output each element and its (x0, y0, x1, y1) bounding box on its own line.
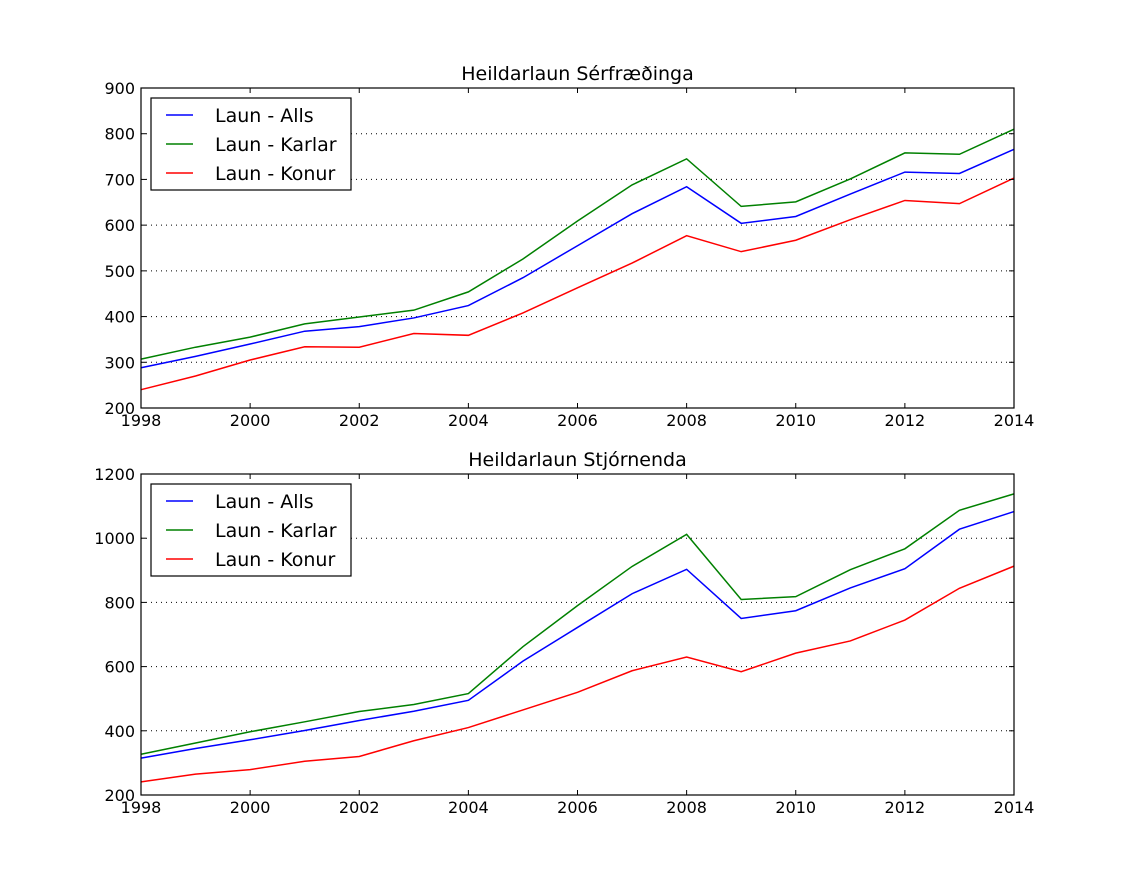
x-tick-label: 2008 (666, 411, 707, 430)
y-tick-label: 200 (104, 399, 135, 418)
x-tick-label: 2008 (666, 798, 707, 817)
legend-label: Laun - Karlar (215, 520, 337, 542)
chart-panel-1: 1998 2000 2002 2004 2006 2008 2010 2012 2014 200 3… (104, 63, 1034, 430)
series-line-2 (140, 493, 1015, 755)
y-tick-label: 800 (104, 593, 135, 612)
y-tick-label: 800 (104, 125, 135, 144)
y-tick-label: 900 (104, 79, 135, 98)
x-tick-label: 2012 (885, 411, 926, 430)
y-tick-label: 500 (104, 262, 135, 281)
y-tick-label: 600 (104, 216, 135, 235)
y-tick-label: 600 (104, 658, 135, 677)
chart-panel-2: 1998 2000 2002 2004 2006 2008 2010 2012 2014 200 4… (94, 449, 1034, 817)
x-tick-label: 2014 (994, 798, 1035, 817)
legend-label: Laun - Konur (215, 163, 335, 185)
series-line-1 (140, 148, 1015, 369)
y-tick-label: 700 (104, 170, 135, 189)
chart-title: Heildarlaun Stjórnenda (468, 449, 686, 471)
x-tick-label: 2010 (775, 798, 816, 817)
x-tick-label: 2014 (994, 411, 1035, 430)
legend-label: Laun - Karlar (215, 134, 337, 156)
legend-label: Laun - Alls (215, 105, 314, 127)
y-tick-label: 400 (104, 722, 135, 741)
chart-title: Heildarlaun Sérfræðinga (461, 63, 693, 85)
series-line-3 (140, 565, 1015, 783)
legend-label: Laun - Konur (215, 549, 335, 571)
x-tick-label: 2006 (557, 798, 598, 817)
x-tick-label: 2010 (775, 411, 816, 430)
y-tick-label: 1200 (94, 465, 135, 484)
legend: Laun - Alls Laun - Karlar Laun - Konur (150, 97, 352, 191)
y-tick-label: 300 (104, 353, 135, 372)
x-tick-label: 2012 (885, 798, 926, 817)
legend-label: Laun - Alls (215, 491, 314, 513)
x-tick-label: 1998 (121, 798, 162, 817)
x-tick-label: 2002 (339, 798, 380, 817)
x-tick-label: 2004 (448, 411, 489, 430)
x-tick-label: 2006 (557, 411, 598, 430)
x-tick-label: 2004 (448, 798, 489, 817)
x-tick-label: 2000 (230, 411, 271, 430)
series-line-3 (140, 177, 1015, 391)
y-tick-label: 200 (104, 786, 135, 805)
legend: Laun - Alls Laun - Karlar Laun - Konur (150, 483, 352, 577)
y-tick-label: 1000 (94, 529, 135, 548)
y-tick-label: 400 (104, 308, 135, 327)
series-line-1 (140, 510, 1015, 759)
series-line-2 (140, 128, 1015, 360)
x-tick-label: 2002 (339, 411, 380, 430)
x-tick-label: 2000 (230, 798, 271, 817)
x-tick-label: 1998 (121, 411, 162, 430)
